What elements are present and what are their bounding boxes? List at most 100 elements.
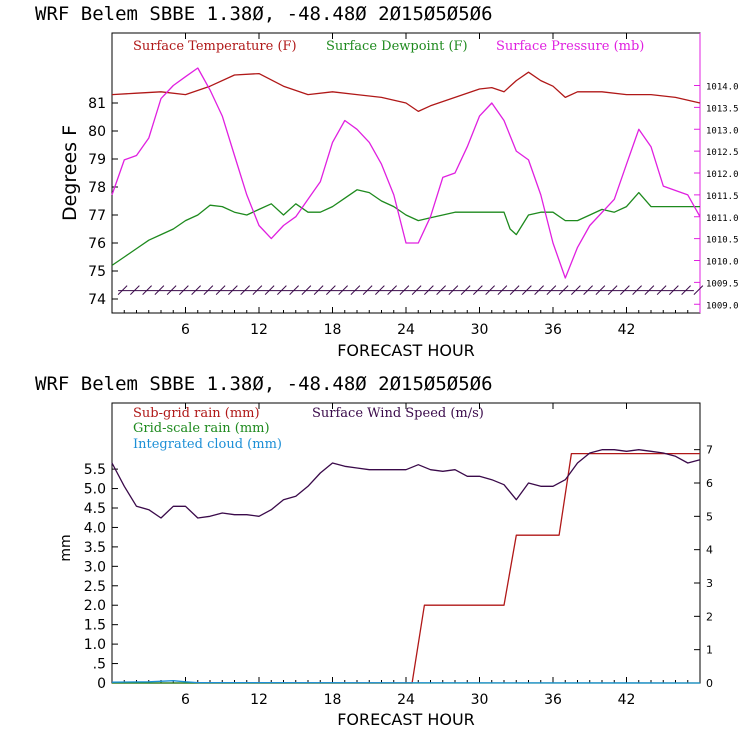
y-tick-label: 76 [88,236,106,252]
x-tick-label: 42 [618,322,636,338]
y-tick-label: 78 [88,180,106,196]
bottom-x-axis-label: FORECAST HOUR [337,710,475,729]
wind-barb [179,285,189,295]
wind-barb [240,285,250,295]
y-tick-label: 1.5 [84,618,106,634]
x-tick-label: 18 [324,322,342,338]
x-tick-label: 24 [397,322,415,338]
wind-barb [669,285,679,295]
y2-tick-label: 7 [706,444,713,457]
wind-barb [681,285,691,295]
y2-tick-label: 2 [706,610,713,623]
y2-tick-label: 1014.0 [706,83,739,93]
y2-tick-label: 1011.0 [706,214,739,224]
legend-surface-pressure: Surface Pressure (mb) [496,39,644,54]
y2-tick-label: 1010.0 [706,258,739,268]
bottom-y-axis: 0 .5 1.0 1.5 2.0 2.5 3.0 3.5 4.0 4.5 5.0 5.5 [84,462,118,692]
y-tick-label: 5.0 [84,482,106,498]
y-tick-label: 3.0 [84,559,106,575]
y-tick-label: 79 [88,152,106,168]
x-tick-label: 6 [181,692,190,708]
wind-barb [473,285,483,295]
wind-barb [350,285,361,295]
y-tick-label: 3.5 [84,540,106,556]
x-tick-label: 42 [618,692,636,708]
legend-sub-grid-rain: Sub-grid rain (mm) [133,406,260,421]
top-plot-frame [111,32,701,314]
wind-barb [313,285,324,295]
y2-tick-label: 1009.5 [706,279,739,289]
top-y-axis-label: Degrees F [59,125,81,221]
series-line-3 [111,449,701,519]
top-y-axis: 74 75 76 77 78 79 80 81 [88,96,118,308]
wind-barb [632,285,642,295]
wind-barb [264,285,275,295]
y-tick-label: 4.0 [84,520,106,536]
y-tick-label: 5.5 [84,462,106,478]
x-tick-label: 18 [324,692,342,708]
x-tick-label: 6 [181,322,190,338]
legend-surface-dewpoint: Surface Dewpoint (F) [326,39,468,54]
bottom-chart-title: WRF Belem SBBE 1.38Ø, -48.48Ø 2Ø15Ø5Ø5Ø6 [35,373,493,395]
y-tick-label: 81 [88,96,106,112]
y2-tick-label: 1012.5 [706,148,739,158]
y-tick-label: 77 [88,208,106,224]
y-tick-label: 1.0 [84,637,106,653]
wind-barb [154,285,165,295]
wind-barb [375,285,385,295]
wind-barb [644,285,655,295]
y2-tick-label: 1010.5 [706,236,739,246]
x-tick-label: 30 [471,692,489,708]
wind-barb [166,285,177,295]
y2-tick-label: 6 [706,477,713,490]
wind-barb [509,285,520,295]
x-tick-label: 12 [250,322,268,338]
wind-barb [117,285,128,295]
top-y2-axis: 1009.0 1009.5 1010.0 1010.5 1011.0 1011.5 1012… [694,83,739,311]
wind-barb [362,285,373,295]
x-tick-label: 30 [471,322,489,338]
x-tick-label: 36 [544,322,562,338]
wind-barb [595,285,606,295]
y-tick-label: 0 [97,676,106,692]
wind-barb [142,285,152,295]
wind-barb [301,285,312,295]
wind-barbs [117,285,704,295]
wind-barb [583,285,593,295]
y2-tick-label: 4 [706,544,713,557]
wind-barb [693,285,704,295]
wind-barb [485,285,495,295]
bottom-series-lines [111,449,701,684]
wind-barb [656,285,667,295]
legend-grid-scale-rain: Grid-scale rain (mm) [133,421,270,436]
bottom-legend: Sub-grid rain (mm) Surface Wind Speed (m… [133,406,484,452]
series-line-1 [111,189,700,266]
wind-barb [191,285,201,295]
legend-surface-wind-speed: Surface Wind Speed (m/s) [312,406,484,421]
wind-barb [228,285,238,295]
y-tick-label: 2.5 [84,579,106,595]
series-line-0 [112,452,700,684]
wind-barb [424,285,434,295]
bottom-y-axis-label: mm [58,534,74,561]
y2-tick-label: 1009.0 [706,301,739,311]
series-line-2 [111,67,701,279]
wind-barb [289,285,299,295]
y-tick-label: 80 [88,124,106,140]
wind-barb [448,285,459,295]
wind-barb [558,285,569,295]
legend-integrated-cloud: Integrated cloud (mm) [133,437,282,452]
y-tick-label: 75 [88,264,106,280]
y2-tick-label: 3 [706,577,713,590]
top-series-lines [111,67,701,279]
y2-tick-label: 1013.0 [706,126,739,136]
wind-barb [399,285,410,295]
y2-tick-label: 1012.0 [706,170,739,180]
wind-barb [203,285,214,295]
wind-barb [215,285,226,295]
legend-surface-temperature: Surface Temperature (F) [133,39,297,54]
x-tick-label: 12 [250,692,268,708]
wind-barb [534,285,544,295]
top-legend: Surface Temperature (F) Surface Dewpoint… [133,39,644,54]
